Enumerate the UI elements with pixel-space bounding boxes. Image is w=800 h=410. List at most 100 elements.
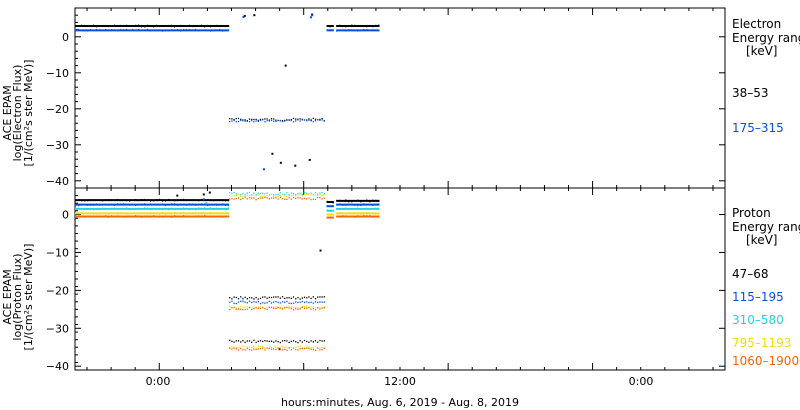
data-point: [279, 307, 281, 309]
data-point: [310, 192, 312, 194]
data-point: [306, 347, 308, 349]
data-point: [314, 194, 317, 196]
x-tick-label-1: 12:00: [384, 375, 416, 388]
data-point: [270, 302, 273, 304]
data-point: [242, 349, 244, 351]
data-point: [225, 208, 227, 211]
data-point: [114, 29, 116, 31]
data-point: [174, 29, 176, 31]
data-point: [259, 192, 262, 195]
data-point: [248, 306, 251, 308]
data-point: [102, 212, 104, 214]
data-point: [279, 347, 281, 349]
data-point: [87, 208, 89, 211]
data-point: [237, 340, 240, 342]
data-point: [314, 346, 317, 348]
data-point: [189, 24, 191, 27]
data-point: [120, 207, 122, 210]
data-point: [321, 117, 323, 120]
data-point: [138, 24, 140, 26]
data-point: [195, 25, 197, 27]
data-point: [150, 208, 152, 211]
data-point: [177, 207, 179, 210]
data-point: [262, 345, 264, 348]
data-point: [248, 348, 251, 351]
data-point: [177, 212, 179, 214]
data-point: [93, 213, 95, 215]
data-point: [177, 28, 179, 31]
data-point: [306, 120, 308, 122]
electron-data: [75, 13, 380, 171]
data-point: [277, 306, 279, 309]
data-point: [284, 120, 286, 122]
data-point: [336, 208, 338, 210]
y-tick-label: −30: [46, 139, 69, 152]
data-point: [301, 300, 303, 303]
data-point: [301, 194, 303, 196]
data-point: [323, 306, 325, 308]
data-point: [310, 297, 312, 300]
data-point: [78, 28, 80, 31]
data-point: [332, 209, 334, 212]
data-point: [284, 195, 286, 197]
data-point: [222, 30, 224, 32]
data-point: [219, 215, 221, 217]
data-point: [99, 29, 101, 31]
data-point: [297, 308, 299, 311]
data-point: [78, 216, 80, 218]
data-point: [369, 215, 371, 217]
data-point: [308, 346, 310, 348]
data-point: [93, 29, 95, 32]
data-point: [237, 301, 240, 303]
data-point: [251, 346, 253, 349]
data-point: [257, 301, 259, 303]
data-point: [329, 25, 331, 28]
data-point: [360, 208, 362, 210]
data-point: [342, 204, 344, 206]
data-point: [242, 309, 244, 311]
data-point: [180, 216, 182, 218]
data-point: [183, 203, 185, 206]
data-point: [117, 30, 119, 32]
data-point: [168, 203, 170, 206]
data-point: [87, 215, 89, 218]
data-point: [321, 198, 323, 200]
series-segment: [336, 203, 380, 207]
data-point: [96, 203, 98, 205]
data-point: [301, 119, 303, 121]
data-point: [317, 301, 319, 304]
data-point: [219, 208, 221, 210]
data-point: [357, 199, 359, 201]
proton-panel: 0−10−20−30−40 ACE EPAM log(Proton Flux) …: [1, 187, 800, 373]
data-point: [198, 199, 200, 202]
data-point: [281, 349, 284, 351]
data-point: [255, 301, 257, 303]
data-point: [246, 308, 248, 310]
data-point: [310, 308, 312, 310]
data-point: [319, 339, 321, 342]
data-point: [312, 121, 314, 123]
data-point: [108, 208, 110, 210]
data-point: [273, 346, 275, 348]
outlier-point: [309, 16, 312, 19]
data-point: [332, 29, 334, 31]
data-point: [147, 212, 149, 215]
data-point: [192, 203, 194, 205]
data-point: [153, 200, 155, 202]
series-segment: [326, 209, 334, 212]
electron-panel: 0 −10 −20 −30 −40 ACE EPAM log(Electron Flux…: [1, 7, 800, 189]
y-tick-label: 0: [62, 31, 69, 44]
data-point: [366, 25, 368, 28]
series-segment: [229, 306, 325, 311]
data-point: [201, 29, 203, 31]
data-point: [93, 199, 95, 201]
data-point: [244, 308, 246, 311]
data-point: [150, 212, 152, 214]
data-point: [314, 192, 317, 194]
outlier-point: [253, 14, 256, 17]
data-point: [225, 212, 227, 214]
data-point: [159, 25, 161, 27]
data-point: [123, 212, 125, 214]
outlier-point: [278, 348, 281, 351]
data-point: [99, 215, 101, 218]
